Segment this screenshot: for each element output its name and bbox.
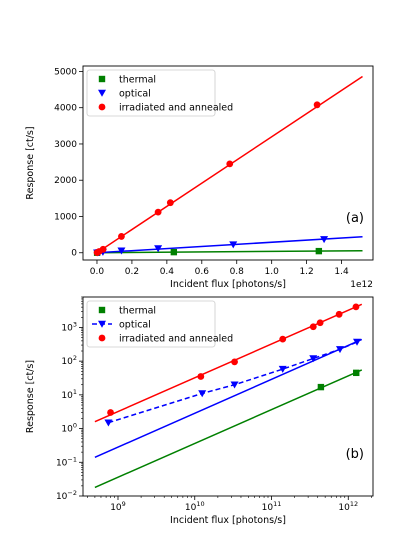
legend-marker-optical bbox=[98, 89, 106, 97]
plot-frame bbox=[82, 65, 374, 261]
data-point-irradiated-and-annealed bbox=[309, 323, 317, 331]
legend-label-optical: optical bbox=[119, 89, 151, 100]
y-tick-label: 0 bbox=[71, 249, 77, 259]
data-point-thermal bbox=[315, 247, 323, 255]
x-tick-label: 1.4 bbox=[334, 267, 349, 277]
plot-area bbox=[93, 75, 363, 257]
data-point-irradiated-and-annealed bbox=[166, 199, 174, 207]
legend-marker-irradiated-and-annealed bbox=[98, 103, 106, 111]
y-tick-label: 1000 bbox=[54, 212, 77, 222]
x-tick-label: 0.0 bbox=[90, 267, 105, 277]
data-point-optical bbox=[104, 419, 113, 427]
data-point-optical bbox=[320, 236, 329, 244]
x-tick-label: 0.4 bbox=[160, 267, 175, 277]
panel-b-chart: 109 1010 1011 1012 10−2 10−1 100 101 102 103 Incid… bbox=[25, 296, 374, 526]
data-point-thermal bbox=[317, 383, 325, 391]
y-tick-label: 2000 bbox=[54, 176, 77, 186]
x-tick-label: 1011 bbox=[262, 500, 282, 513]
data-point-optical bbox=[117, 247, 126, 255]
y-tick-label: 100 bbox=[61, 422, 77, 435]
x-tick-label: 0.8 bbox=[230, 267, 245, 277]
x-tick-label: 0.2 bbox=[125, 267, 139, 277]
x-axis-title: Incident flux [photons/s] bbox=[170, 279, 286, 290]
x-tick-label: 1010 bbox=[185, 500, 205, 513]
legend-marker-optical bbox=[98, 320, 106, 328]
legend-marker-thermal bbox=[98, 306, 106, 314]
panel-a-chart: 0.0 0.2 0.4 0.6 0.8 1.0 1.2 1.4 0 1000 2000 3000 400… bbox=[25, 65, 374, 290]
y-tick-label: 10−1 bbox=[56, 455, 77, 468]
x-tick-label: 109 bbox=[110, 500, 126, 513]
data-point-irradiated-and-annealed bbox=[335, 310, 343, 318]
panel-label: (b) bbox=[346, 447, 364, 462]
data-point-irradiated-and-annealed bbox=[154, 208, 162, 216]
fit-line-optical bbox=[96, 236, 363, 254]
data-point-optical bbox=[335, 346, 344, 354]
data-point-thermal bbox=[170, 248, 178, 256]
x-offset-label: 1e12 bbox=[350, 280, 373, 290]
data-point-optical bbox=[229, 241, 238, 249]
data-point-irradiated-and-annealed bbox=[279, 335, 287, 343]
fit-line-thermal bbox=[94, 369, 363, 489]
y-tick-label: 102 bbox=[61, 354, 77, 367]
data-point-irradiated-and-annealed bbox=[313, 101, 321, 109]
data-point-irradiated-and-annealed bbox=[316, 319, 324, 327]
data-point-irradiated-and-annealed bbox=[231, 358, 238, 366]
data-point-irradiated-and-annealed bbox=[99, 245, 107, 253]
legend: thermal optical irradiated and annealed bbox=[86, 69, 233, 117]
legend-label-optical: optical bbox=[119, 320, 151, 331]
data-point-optical bbox=[154, 245, 163, 253]
data-point-irradiated-and-annealed bbox=[197, 373, 205, 380]
legend-box bbox=[86, 300, 216, 348]
data-point-optical bbox=[309, 355, 318, 363]
legend-label-thermal: thermal bbox=[119, 306, 156, 317]
legend-label-irradiated-and-annealed: irradiated and annealed bbox=[119, 103, 233, 114]
y-tick-label: 4000 bbox=[54, 104, 77, 114]
y-tick-label: 5000 bbox=[54, 67, 77, 77]
data-point-irradiated-and-annealed bbox=[226, 160, 234, 168]
legend-label-irradiated-and-annealed: irradiated and annealed bbox=[119, 334, 233, 345]
data-point-irradiated-and-annealed bbox=[352, 303, 360, 311]
y-tick-label: 103 bbox=[61, 320, 77, 333]
y-tick-label: 3000 bbox=[54, 140, 77, 150]
x-tick-label: 1.2 bbox=[299, 267, 313, 277]
panel-label: (a) bbox=[346, 211, 364, 226]
legend-marker-irradiated-and-annealed bbox=[98, 334, 106, 342]
data-point-optical bbox=[353, 338, 362, 346]
data-point-optical bbox=[198, 390, 207, 398]
x-axis-title: Incident flux [photons/s] bbox=[170, 515, 286, 526]
x-tick-label: 0.6 bbox=[195, 267, 210, 277]
data-point-optical bbox=[278, 365, 287, 373]
data-point-irradiated-and-annealed bbox=[107, 409, 114, 416]
legend-label-thermal: thermal bbox=[119, 75, 156, 86]
y-tick-label: 10−2 bbox=[56, 489, 77, 502]
y-tick-label: 101 bbox=[61, 388, 77, 401]
data-point-optical bbox=[230, 381, 239, 389]
x-tick-label: 1012 bbox=[338, 500, 358, 513]
x-tick-label: 1.0 bbox=[265, 267, 280, 277]
y-axis-title: Response [ct/s] bbox=[25, 360, 36, 433]
data-point-irradiated-and-annealed bbox=[118, 233, 125, 240]
legend-box bbox=[86, 69, 216, 117]
plot-area bbox=[94, 303, 363, 489]
legend: thermal optical irradiated and annealed bbox=[86, 300, 233, 348]
y-axis-title: Response [ct/s] bbox=[25, 126, 36, 199]
data-point-thermal bbox=[353, 369, 360, 377]
legend-marker-thermal bbox=[98, 75, 106, 83]
fit-line-optical bbox=[94, 338, 363, 459]
